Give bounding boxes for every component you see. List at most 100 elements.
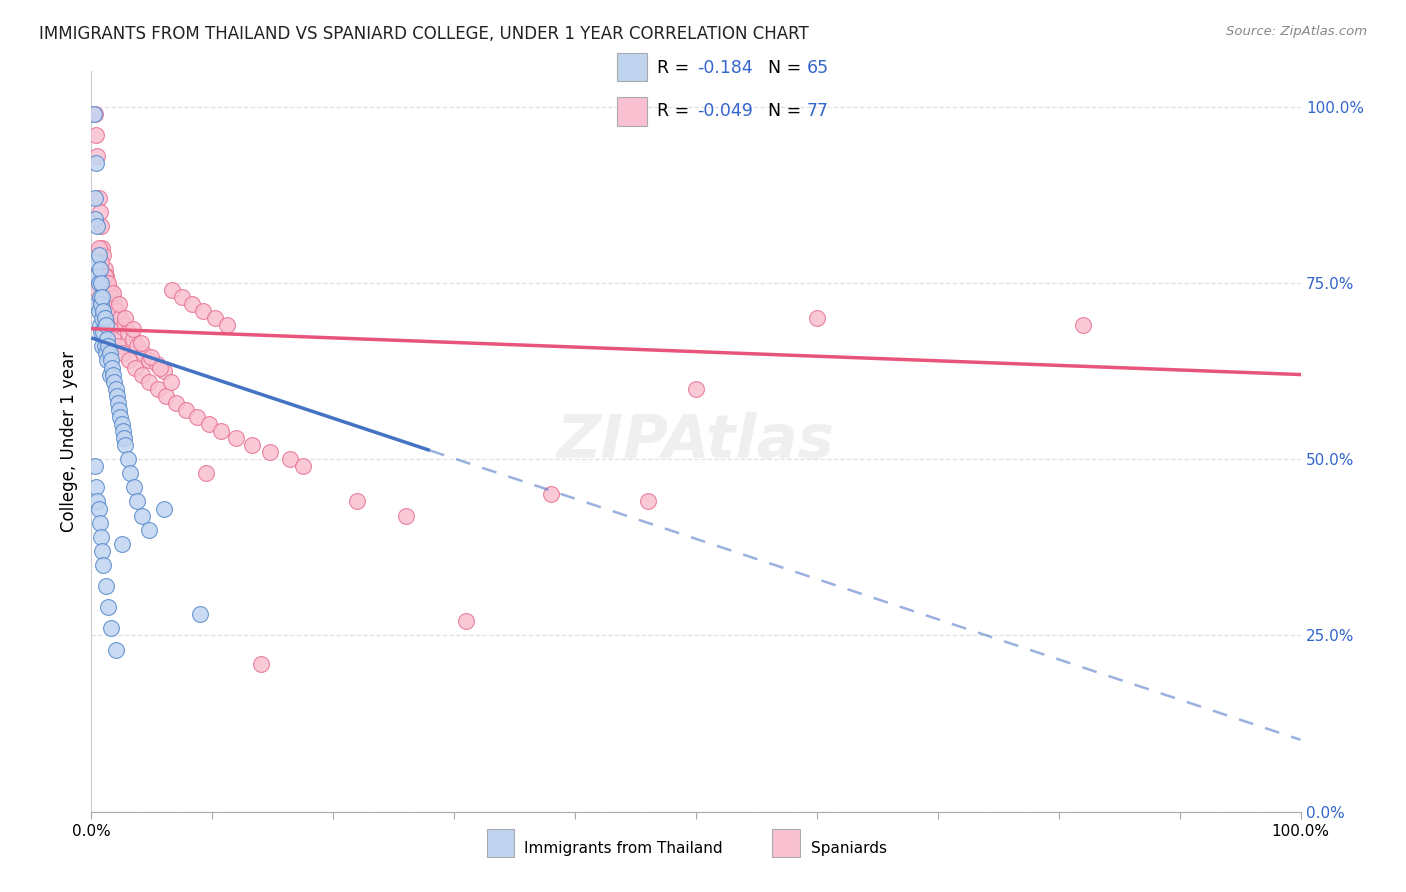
Point — [91, 544, 114, 558]
Point — [1071, 318, 1094, 333]
Point — [86, 149, 108, 163]
Point — [145, 357, 167, 371]
Point — [138, 353, 160, 368]
Point — [117, 325, 139, 339]
Y-axis label: College, Under 1 year: College, Under 1 year — [59, 351, 77, 533]
Point — [174, 402, 197, 417]
Point — [110, 409, 132, 424]
Point — [94, 318, 117, 333]
Point — [93, 325, 115, 339]
Point — [84, 459, 107, 474]
Point — [84, 480, 107, 494]
Point — [121, 332, 143, 346]
Point — [114, 311, 136, 326]
Point — [197, 417, 219, 431]
Point — [160, 375, 183, 389]
Point — [118, 353, 141, 368]
Point — [111, 417, 132, 431]
Point — [84, 106, 107, 120]
Point — [104, 642, 127, 657]
Point — [249, 657, 271, 671]
Point — [86, 494, 108, 508]
Point — [91, 241, 114, 255]
Point — [153, 364, 176, 378]
Point — [540, 487, 562, 501]
Point — [204, 311, 226, 326]
Point — [97, 600, 120, 615]
Text: Immigrants from Thailand: Immigrants from Thailand — [524, 841, 723, 855]
Point — [87, 276, 110, 290]
Point — [114, 438, 136, 452]
Point — [87, 241, 110, 255]
Point — [240, 438, 263, 452]
Point — [90, 219, 112, 234]
Point — [107, 396, 129, 410]
Point — [101, 332, 124, 346]
Point — [165, 396, 187, 410]
Point — [111, 424, 134, 438]
Point — [195, 467, 218, 481]
Point — [94, 315, 117, 329]
Point — [215, 318, 238, 333]
Point — [86, 297, 108, 311]
Point — [105, 389, 128, 403]
Point — [103, 297, 125, 311]
Point — [117, 452, 139, 467]
Point — [127, 339, 149, 353]
Point — [86, 268, 108, 283]
Point — [94, 579, 117, 593]
Text: 65: 65 — [807, 59, 830, 77]
Point — [209, 424, 232, 438]
Point — [91, 339, 114, 353]
Point — [637, 494, 659, 508]
Point — [111, 537, 132, 551]
Point — [97, 276, 120, 290]
Point — [153, 501, 176, 516]
Point — [149, 360, 172, 375]
Bar — [617, 97, 647, 126]
Point — [107, 339, 129, 353]
Bar — [617, 53, 647, 81]
Point — [86, 283, 108, 297]
Point — [259, 445, 281, 459]
Point — [96, 353, 118, 368]
Point — [456, 615, 478, 629]
Point — [86, 219, 108, 234]
Point — [172, 290, 194, 304]
Point — [93, 261, 115, 276]
Point — [146, 382, 169, 396]
Text: R =: R = — [658, 59, 695, 77]
Point — [121, 322, 143, 336]
Point — [131, 368, 153, 382]
Point — [93, 558, 115, 572]
Point — [112, 431, 135, 445]
Point — [131, 508, 153, 523]
Text: Source: ZipAtlas.com: Source: ZipAtlas.com — [1226, 25, 1367, 38]
Text: IMMIGRANTS FROM THAILAND VS SPANIARD COLLEGE, UNDER 1 YEAR CORRELATION CHART: IMMIGRANTS FROM THAILAND VS SPANIARD COL… — [39, 25, 808, 43]
Point — [84, 191, 107, 205]
Point — [180, 297, 202, 311]
Point — [89, 290, 111, 304]
Point — [124, 360, 146, 375]
Point — [225, 431, 247, 445]
Point — [155, 389, 177, 403]
Point — [97, 339, 120, 353]
Text: 77: 77 — [807, 103, 830, 120]
Point — [98, 368, 121, 382]
Point — [100, 353, 122, 368]
Point — [90, 254, 112, 268]
Point — [90, 325, 112, 339]
Point — [89, 516, 111, 530]
Point — [98, 283, 121, 297]
Point — [91, 311, 114, 326]
Point — [108, 402, 131, 417]
Text: R =: R = — [658, 103, 695, 120]
Point — [87, 304, 110, 318]
Point — [98, 322, 121, 336]
Point — [94, 268, 117, 283]
Point — [84, 156, 107, 170]
Point — [84, 268, 107, 283]
Point — [89, 318, 111, 333]
Point — [96, 332, 118, 346]
Point — [111, 346, 134, 360]
